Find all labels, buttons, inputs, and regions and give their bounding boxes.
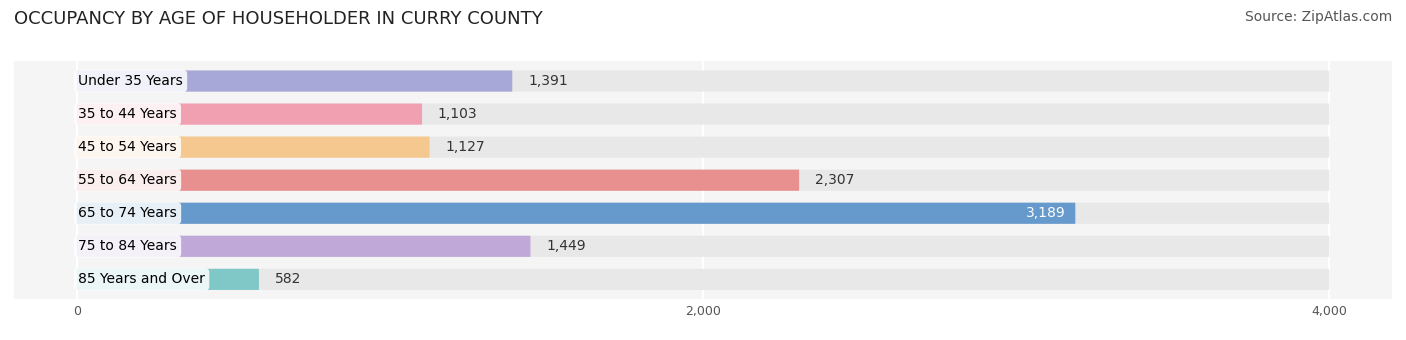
Text: 45 to 54 Years: 45 to 54 Years: [79, 140, 177, 154]
FancyBboxPatch shape: [77, 137, 430, 158]
Text: 2,307: 2,307: [815, 173, 855, 187]
Text: 3,189: 3,189: [1026, 206, 1066, 220]
Text: 1,103: 1,103: [437, 107, 478, 121]
FancyBboxPatch shape: [77, 170, 1329, 191]
FancyBboxPatch shape: [77, 269, 259, 290]
FancyBboxPatch shape: [77, 203, 1076, 224]
Text: Source: ZipAtlas.com: Source: ZipAtlas.com: [1244, 10, 1392, 24]
FancyBboxPatch shape: [77, 70, 512, 91]
Text: 55 to 64 Years: 55 to 64 Years: [79, 173, 177, 187]
Text: Under 35 Years: Under 35 Years: [79, 74, 183, 88]
FancyBboxPatch shape: [77, 70, 1329, 91]
Text: 1,391: 1,391: [527, 74, 568, 88]
Text: 1,127: 1,127: [446, 140, 485, 154]
Text: 85 Years and Over: 85 Years and Over: [79, 272, 205, 286]
Text: 65 to 74 Years: 65 to 74 Years: [79, 206, 177, 220]
Text: OCCUPANCY BY AGE OF HOUSEHOLDER IN CURRY COUNTY: OCCUPANCY BY AGE OF HOUSEHOLDER IN CURRY…: [14, 10, 543, 28]
Text: 582: 582: [274, 272, 301, 286]
Text: 35 to 44 Years: 35 to 44 Years: [79, 107, 177, 121]
FancyBboxPatch shape: [77, 137, 1329, 158]
FancyBboxPatch shape: [77, 236, 1329, 257]
FancyBboxPatch shape: [77, 103, 422, 125]
FancyBboxPatch shape: [77, 269, 1329, 290]
Text: 75 to 84 Years: 75 to 84 Years: [79, 239, 177, 253]
FancyBboxPatch shape: [77, 236, 530, 257]
FancyBboxPatch shape: [77, 103, 1329, 125]
FancyBboxPatch shape: [77, 170, 799, 191]
FancyBboxPatch shape: [77, 203, 1329, 224]
Text: 1,449: 1,449: [546, 239, 586, 253]
